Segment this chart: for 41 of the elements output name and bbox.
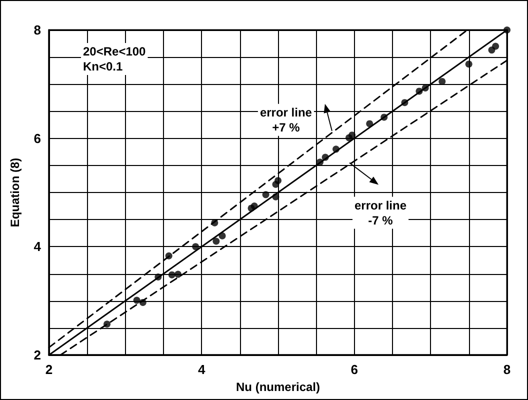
point	[316, 158, 324, 166]
point	[192, 243, 200, 250]
annotation: 20<Re<100 Kn<0.1	[83, 44, 146, 74]
point	[212, 238, 220, 245]
point	[274, 177, 282, 184]
point	[272, 193, 280, 200]
point	[211, 219, 218, 226]
point	[133, 296, 140, 304]
x-axis-title: Nu (numerical)	[236, 380, 320, 394]
point	[504, 26, 510, 34]
point	[465, 60, 472, 68]
point	[262, 191, 270, 198]
point	[322, 154, 329, 161]
point	[104, 320, 111, 328]
point	[332, 146, 340, 153]
point	[250, 202, 258, 210]
annotation: error line -7 %	[354, 198, 407, 228]
point	[401, 99, 408, 106]
x-tick-label: 4	[198, 362, 206, 377]
point	[366, 120, 374, 128]
point	[168, 271, 176, 278]
x-tick-label: 8	[503, 362, 511, 377]
point	[174, 270, 182, 278]
x-tick-label: 6	[350, 362, 358, 377]
y-axis-title: Equation (8)	[8, 158, 22, 228]
point	[438, 78, 446, 85]
x-tick-label: 2	[45, 362, 53, 377]
point	[416, 88, 423, 95]
y-tick-label: 4	[34, 239, 42, 254]
annotation: error line +7 %	[260, 105, 312, 134]
y-tick-label: 8	[34, 22, 41, 38]
y-tick-label: 2	[34, 348, 41, 362]
point	[492, 42, 500, 50]
y-tick-label: 6	[34, 130, 41, 146]
point	[218, 232, 226, 240]
point	[380, 114, 388, 121]
point	[165, 252, 172, 260]
point	[139, 298, 146, 306]
point	[154, 274, 162, 280]
point	[348, 132, 356, 139]
point	[422, 84, 429, 92]
